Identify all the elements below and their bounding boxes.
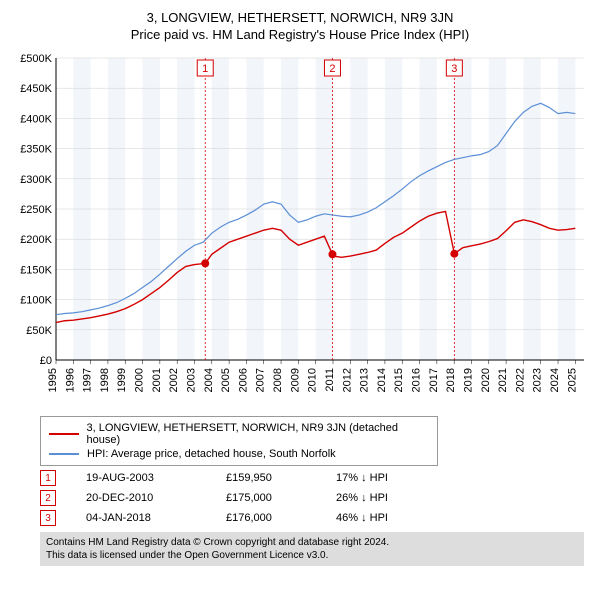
svg-text:£450K: £450K [20, 83, 52, 95]
svg-text:2025: 2025 [566, 368, 578, 392]
svg-text:2004: 2004 [203, 368, 215, 392]
svg-text:2017: 2017 [428, 368, 440, 392]
attribution-line: This data is licensed under the Open Gov… [46, 549, 578, 562]
chart-title: 3, LONGVIEW, HETHERSETT, NORWICH, NR9 3J… [8, 10, 592, 25]
svg-text:2009: 2009 [289, 368, 301, 392]
svg-text:£150K: £150K [20, 264, 52, 276]
svg-text:1996: 1996 [64, 368, 76, 392]
event-date: 20-DEC-2010 [86, 492, 196, 504]
attribution-box: Contains HM Land Registry data © Crown c… [40, 532, 584, 566]
legend-swatch [49, 433, 79, 435]
svg-text:2: 2 [329, 63, 335, 75]
svg-text:2010: 2010 [307, 368, 319, 392]
svg-text:£50K: £50K [26, 325, 52, 337]
events-table: 1 19-AUG-2003 £159,950 17% ↓ HPI 2 20-DEC-201… [8, 470, 592, 526]
svg-text:2003: 2003 [185, 368, 197, 392]
svg-text:2016: 2016 [411, 368, 423, 392]
legend-label: HPI: Average price, detached house, Sout… [87, 448, 336, 460]
chart-container: 3, LONGVIEW, HETHERSETT, NORWICH, NR9 3J… [0, 0, 600, 574]
svg-text:2008: 2008 [272, 368, 284, 392]
svg-text:£400K: £400K [20, 113, 52, 125]
attribution-line: Contains HM Land Registry data © Crown c… [46, 536, 578, 549]
svg-text:£0: £0 [40, 355, 52, 367]
event-row: 3 04-JAN-2018 £176,000 46% ↓ HPI [40, 510, 584, 526]
event-marker-icon: 1 [40, 470, 56, 486]
legend-item: HPI: Average price, detached house, Sout… [49, 447, 429, 461]
svg-text:3: 3 [451, 63, 457, 75]
event-row: 1 19-AUG-2003 £159,950 17% ↓ HPI [40, 470, 584, 486]
svg-text:2002: 2002 [168, 368, 180, 392]
event-price: £159,950 [226, 472, 306, 484]
svg-text:1: 1 [202, 63, 208, 75]
legend-item: 3, LONGVIEW, HETHERSETT, NORWICH, NR9 3J… [49, 421, 429, 447]
svg-text:2006: 2006 [237, 368, 249, 392]
svg-text:£200K: £200K [20, 234, 52, 246]
chart-svg: £0 £50K £100K £150K £200K £250K £300K £350K £400… [8, 50, 592, 410]
event-diff: 17% ↓ HPI [336, 472, 416, 484]
svg-text:£100K: £100K [20, 295, 52, 307]
svg-text:2021: 2021 [497, 368, 509, 392]
svg-text:£300K: £300K [20, 174, 52, 186]
svg-text:2012: 2012 [341, 368, 353, 392]
svg-text:2000: 2000 [134, 368, 146, 392]
event-diff: 26% ↓ HPI [336, 492, 416, 504]
svg-text:£350K: £350K [20, 144, 52, 156]
legend-box: 3, LONGVIEW, HETHERSETT, NORWICH, NR9 3J… [40, 416, 438, 466]
svg-text:1995: 1995 [47, 368, 59, 392]
event-marker-icon: 2 [40, 490, 56, 506]
svg-text:2011: 2011 [324, 368, 336, 392]
svg-text:2005: 2005 [220, 368, 232, 392]
svg-text:2018: 2018 [445, 368, 457, 392]
chart-plot-area: £0 £50K £100K £150K £200K £250K £300K £350K £400… [8, 50, 592, 410]
svg-text:2001: 2001 [151, 368, 163, 392]
svg-text:£250K: £250K [20, 204, 52, 216]
svg-text:2022: 2022 [514, 368, 526, 392]
svg-text:1999: 1999 [116, 368, 128, 392]
event-row: 2 20-DEC-2010 £175,000 26% ↓ HPI [40, 490, 584, 506]
svg-text:2024: 2024 [549, 368, 561, 392]
svg-text:2007: 2007 [255, 368, 267, 392]
event-marker-icon: 3 [40, 510, 56, 526]
legend-swatch [49, 453, 79, 455]
svg-text:2015: 2015 [393, 368, 405, 392]
svg-text:2023: 2023 [532, 368, 544, 392]
event-price: £175,000 [226, 492, 306, 504]
svg-text:1997: 1997 [82, 368, 94, 392]
svg-text:1998: 1998 [99, 368, 111, 392]
svg-text:2019: 2019 [462, 368, 474, 392]
event-diff: 46% ↓ HPI [336, 512, 416, 524]
event-date: 19-AUG-2003 [86, 472, 196, 484]
svg-text:£500K: £500K [20, 53, 52, 65]
event-price: £176,000 [226, 512, 306, 524]
svg-text:2020: 2020 [480, 368, 492, 392]
svg-text:2013: 2013 [359, 368, 371, 392]
event-date: 04-JAN-2018 [86, 512, 196, 524]
svg-text:2014: 2014 [376, 368, 388, 392]
chart-subtitle: Price paid vs. HM Land Registry's House … [8, 27, 592, 42]
legend-label: 3, LONGVIEW, HETHERSETT, NORWICH, NR9 3J… [87, 422, 430, 446]
